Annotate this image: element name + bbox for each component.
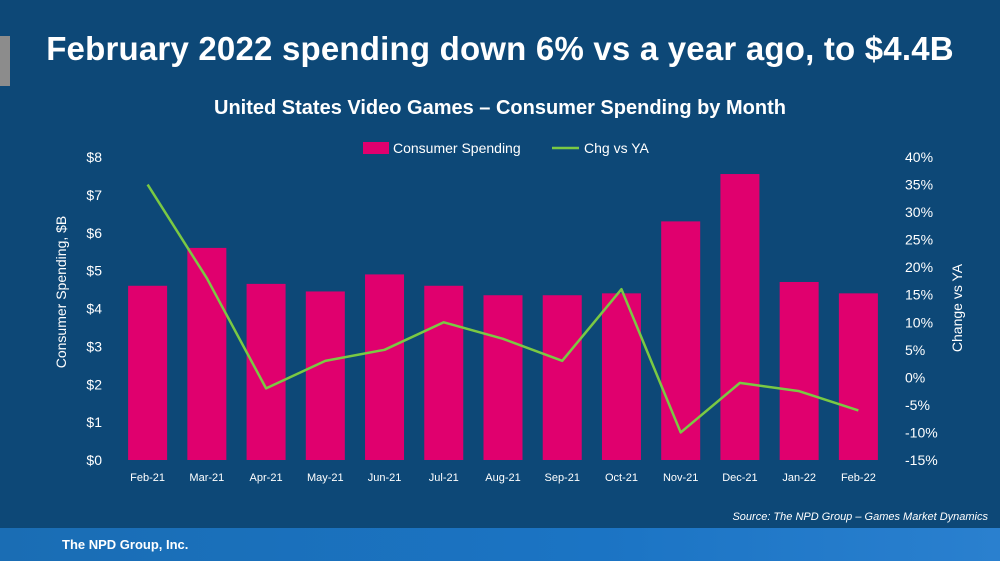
y-tick-left: $1: [86, 414, 102, 430]
x-tick: Apr-21: [250, 472, 283, 484]
legend-label-bar: Consumer Spending: [393, 140, 521, 156]
bar-jan-22: [779, 281, 819, 460]
x-tick: Sep-21: [544, 472, 579, 484]
source-note: Source: The NPD Group – Games Market Dyn…: [732, 511, 988, 523]
y-tick-right: 20%: [905, 259, 933, 275]
y-tick-left: $3: [86, 338, 102, 354]
legend-label-line: Chg vs YA: [584, 140, 650, 156]
chart-title: United States Video Games – Consumer Spe…: [214, 97, 786, 119]
accent-bar: [0, 36, 10, 86]
y-tick-right: 30%: [905, 204, 933, 220]
x-tick: Aug-21: [485, 472, 520, 484]
x-tick: May-21: [307, 472, 344, 484]
y-axis-label-left: Consumer Spending, $B: [53, 216, 69, 369]
bar-dec-21: [720, 174, 760, 460]
y-tick-right: -10%: [905, 424, 938, 440]
bar-feb-21: [128, 285, 168, 460]
bar-oct-21: [601, 293, 641, 460]
x-tick: Mar-21: [189, 472, 224, 484]
y-tick-right: 35%: [905, 177, 933, 193]
x-tick: Nov-21: [663, 472, 698, 484]
bar-aug-21: [483, 295, 523, 460]
y-tick-left: $7: [86, 187, 102, 203]
footer-bar: The NPD Group, Inc.: [0, 528, 1000, 561]
y-tick-right: -15%: [905, 452, 938, 468]
bar-mar-21: [187, 247, 227, 460]
y-axis-label-right: Change vs YA: [949, 263, 965, 352]
bar-jul-21: [424, 285, 464, 460]
y-tick-right: 15%: [905, 287, 933, 303]
bar-feb-22: [838, 293, 878, 460]
footer-company: The NPD Group, Inc.: [62, 537, 189, 552]
y-tick-left: $2: [86, 376, 102, 392]
y-tick-left: $8: [86, 149, 102, 165]
y-tick-left: $5: [86, 263, 102, 279]
x-tick: Jun-21: [368, 472, 402, 484]
y-tick-right: 40%: [905, 149, 933, 165]
y-tick-right: -5%: [905, 397, 930, 413]
x-tick: Dec-21: [722, 472, 757, 484]
legend: Consumer Spending Chg vs YA: [363, 140, 650, 156]
x-tick: Feb-21: [130, 472, 165, 484]
y-tick-right: 5%: [905, 342, 925, 358]
y-tick-left: $0: [86, 452, 102, 468]
bar-may-21: [305, 291, 345, 460]
bar-nov-21: [661, 221, 701, 460]
bar-sep-21: [542, 295, 582, 460]
x-tick: Jan-22: [782, 472, 816, 484]
bar-apr-21: [246, 283, 286, 460]
x-tick: Jul-21: [429, 472, 459, 484]
y-tick-right: 0%: [905, 369, 925, 385]
y-tick-left: $4: [86, 301, 102, 317]
x-tick: Oct-21: [605, 472, 638, 484]
bar-jun-21: [365, 274, 405, 460]
y-tick-right: 25%: [905, 232, 933, 248]
page-title: February 2022 spending down 6% vs a year…: [46, 30, 954, 67]
y-tick-left: $6: [86, 225, 102, 241]
x-tick: Feb-22: [841, 472, 876, 484]
legend-swatch-bar: [363, 142, 389, 154]
y-tick-right: 10%: [905, 314, 933, 330]
